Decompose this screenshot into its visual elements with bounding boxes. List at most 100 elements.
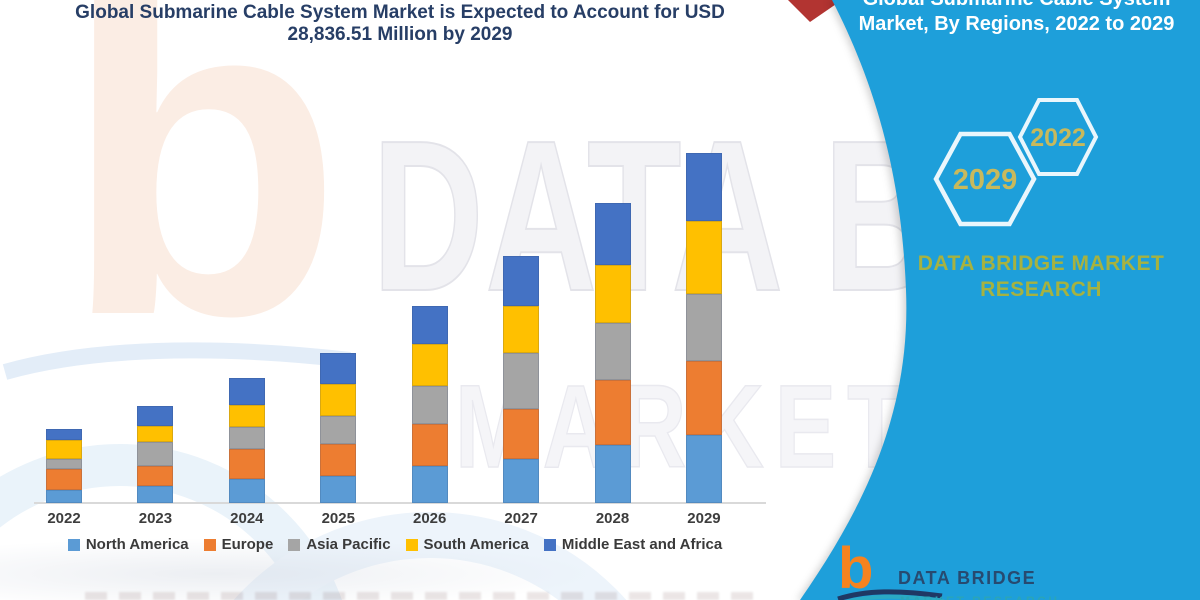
bar-segment-2029-south-america <box>685 221 722 294</box>
x-axis-line <box>34 502 766 504</box>
bar-segment-2027-middle-east-and-africa <box>503 256 540 306</box>
bar-segment-2025-asia-pacific <box>320 416 357 444</box>
chart-legend: North America Europe Asia Pacific South Ame… <box>0 536 790 553</box>
logo-sub-wordmark-clipped: MARKET RESEARCH <box>900 594 1060 600</box>
panel-brand-text: DATA BRIDGE MARKET RESEARCH <box>880 251 1200 303</box>
logo-wordmark: DATA BRIDGE <box>898 568 1037 588</box>
chart-title: Global Submarine Cable System Market is … <box>20 2 780 45</box>
bar-segment-2028-north-america <box>594 445 631 503</box>
legend-label: Europe <box>221 536 274 553</box>
hexagon-years-graphic: 2029 2022 <box>933 98 1099 227</box>
bar-2023: 2023 <box>137 406 174 527</box>
watermark-wave <box>2 342 351 380</box>
hexagon-2029 <box>933 131 1037 227</box>
databridge-logo: b DATA BRIDGE MARKET RESEARCH <box>837 540 1158 600</box>
bar-segment-2024-south-america <box>228 405 265 427</box>
bar-segment-2025-middle-east-and-africa <box>320 353 357 384</box>
bar-segment-2026-asia-pacific <box>411 386 448 424</box>
legend-item-south-america: South America <box>405 536 529 553</box>
clipped-text-strip <box>85 592 765 600</box>
legend-swatch-icon <box>203 538 216 551</box>
legend-item-asia-pacific: Asia Pacific <box>288 536 391 553</box>
watermark-b-logo: b <box>62 0 343 411</box>
legend-swatch-icon <box>543 538 556 551</box>
bar-segment-2022-middle-east-and-africa <box>46 429 82 440</box>
panel-brand-line2: RESEARCH <box>980 278 1102 301</box>
bar-segment-2028-asia-pacific <box>594 323 631 380</box>
x-axis-label-2026: 2026 <box>413 510 447 527</box>
x-axis-label-2024: 2024 <box>230 510 264 527</box>
bar-segment-2029-north-america <box>685 435 722 503</box>
bar-segment-2023-north-america <box>137 486 174 503</box>
bar-segment-2027-north-america <box>503 459 540 503</box>
hexagon-year-2022: 2022 <box>1030 124 1086 152</box>
hexagon-year-2029: 2029 <box>953 164 1018 196</box>
bar-segment-2022-asia-pacific <box>46 459 82 469</box>
x-axis-label-2023: 2023 <box>138 510 173 527</box>
hexagon-2022 <box>1017 98 1099 176</box>
chart-title-line2: 28,836.51 Million by 2029 <box>287 23 513 45</box>
red-accent-sliver <box>788 0 842 22</box>
panel-brand-line1: DATA BRIDGE MARKET <box>917 252 1165 275</box>
bar-segment-2022-north-america <box>46 490 82 503</box>
bar-segment-2026-south-america <box>411 344 448 386</box>
bar-segment-2023-asia-pacific <box>137 442 174 466</box>
x-axis-label-2029: 2029 <box>687 510 721 527</box>
bar-segment-2026-europe <box>411 424 448 466</box>
bar-segment-2027-europe <box>503 409 540 459</box>
x-axis-label-2022: 2022 <box>47 510 81 527</box>
legend-swatch-icon <box>405 538 418 551</box>
bar-segment-2023-south-america <box>137 426 174 442</box>
bar-segment-2024-north-america <box>228 479 265 503</box>
bar-2022: 2022 <box>46 429 82 527</box>
bar-segment-2026-middle-east-and-africa <box>411 306 448 344</box>
legend-item-europe: Europe <box>203 536 274 553</box>
bar-segment-2022-europe <box>46 469 82 490</box>
bar-segment-2025-north-america <box>320 476 357 503</box>
panel-heading-line1: Global Submarine Cable System <box>833 0 1200 12</box>
bar-segment-2024-asia-pacific <box>228 427 265 449</box>
watermark-arcs <box>0 444 627 600</box>
bar-segment-2027-asia-pacific <box>503 353 540 409</box>
logo-b-icon: b <box>838 536 874 600</box>
blue-swoosh <box>800 0 1200 600</box>
bar-2025: 2025 <box>320 353 357 527</box>
logo-wave-icon <box>837 589 945 600</box>
bar-segment-2027-south-america <box>503 306 540 353</box>
bar-2026: 2026 <box>411 306 448 527</box>
stacked-bar-chart: 2022 2023 2024 2025 2026 2027 2028 2029 <box>46 153 722 527</box>
bar-segment-2023-middle-east-and-africa <box>137 406 174 426</box>
bar-segment-2025-europe <box>320 444 357 476</box>
bar-segment-2022-south-america <box>46 440 82 459</box>
chart-title-line1: Global Submarine Cable System Market is … <box>75 2 725 23</box>
bar-segment-2026-north-america <box>411 466 448 503</box>
bar-segment-2028-south-america <box>594 265 631 323</box>
bar-2028: 2028 <box>594 203 631 527</box>
bar-2029: 2029 <box>685 153 722 527</box>
x-axis-label-2028: 2028 <box>595 510 630 527</box>
bar-2024: 2024 <box>228 378 265 527</box>
bar-segment-2028-middle-east-and-africa <box>594 203 631 265</box>
legend-label: South America <box>423 536 529 553</box>
legend-label: Middle East and Africa <box>561 536 723 553</box>
legend-swatch-icon <box>288 538 301 551</box>
legend-item-middle-east-and-africa: Middle East and Africa <box>543 536 723 553</box>
bar-segment-2025-south-america <box>320 384 357 416</box>
legend-item-north-america: North America <box>67 536 189 553</box>
bar-segment-2024-middle-east-and-africa <box>228 378 265 405</box>
bar-2027: 2027 <box>503 256 540 527</box>
bar-segment-2029-asia-pacific <box>685 294 722 361</box>
panel-heading: Global Submarine Cable System Market, By… <box>833 0 1200 37</box>
bar-segment-2024-europe <box>228 449 265 479</box>
legend-label: North America <box>85 536 189 553</box>
bar-segment-2029-europe <box>685 361 722 435</box>
x-axis-label-2027: 2027 <box>504 510 538 527</box>
legend-swatch-icon <box>67 538 80 551</box>
legend-label: Asia Pacific <box>306 536 391 553</box>
panel-heading-line2: Market, By Regions, 2022 to 2029 <box>858 13 1175 35</box>
bar-segment-2029-middle-east-and-africa <box>685 153 722 221</box>
bar-segment-2028-europe <box>594 380 631 445</box>
x-axis-label-2025: 2025 <box>321 510 355 527</box>
